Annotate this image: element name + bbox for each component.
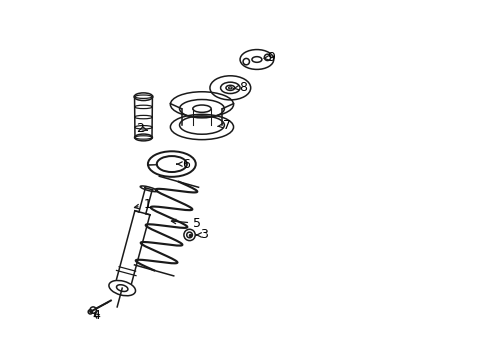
Text: 4: 4 [93, 309, 101, 322]
Text: 2: 2 [136, 122, 147, 135]
Text: 5: 5 [171, 217, 201, 230]
Text: 9: 9 [264, 51, 275, 64]
Text: 1: 1 [134, 198, 151, 211]
Text: 6: 6 [177, 158, 190, 171]
Text: 7: 7 [217, 118, 231, 131]
Text: 8: 8 [233, 81, 246, 94]
Text: 3: 3 [196, 229, 207, 242]
